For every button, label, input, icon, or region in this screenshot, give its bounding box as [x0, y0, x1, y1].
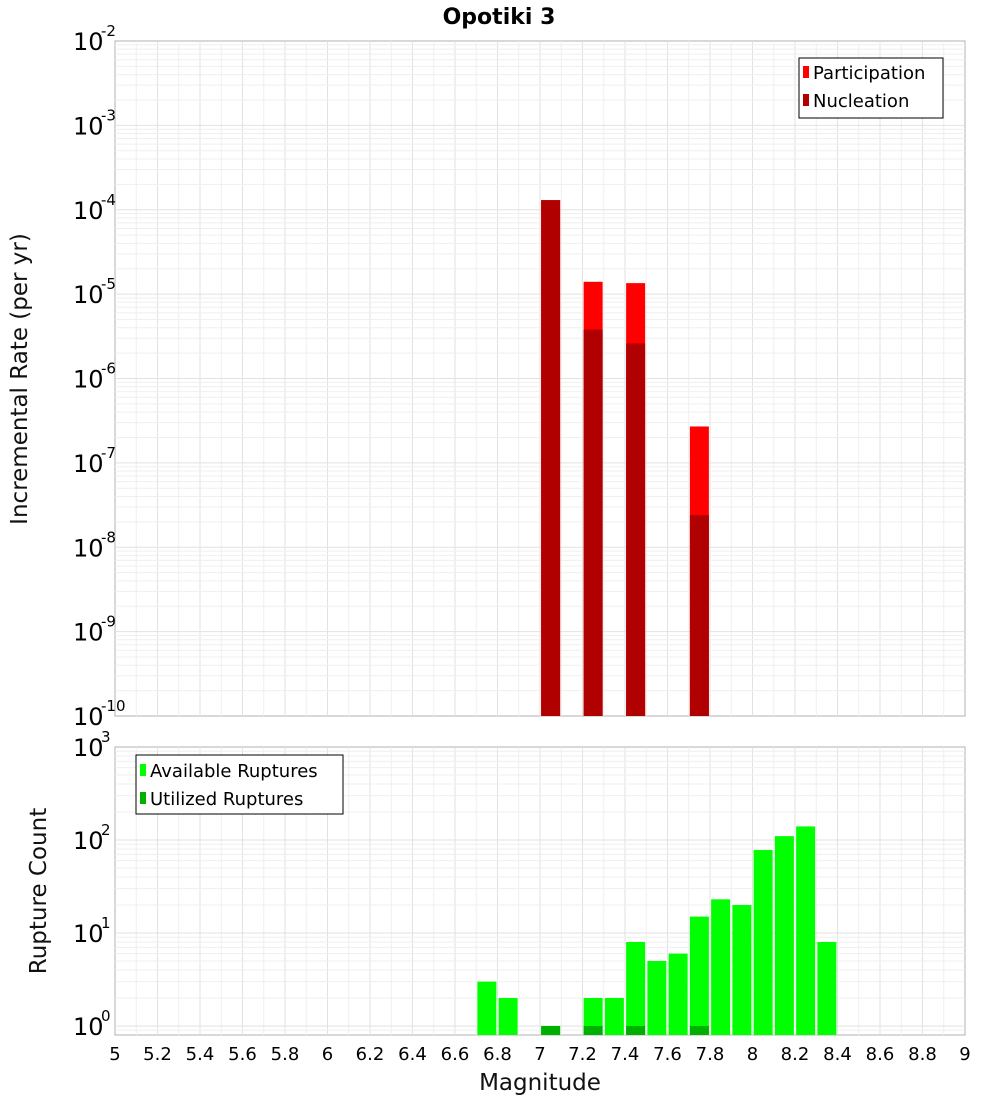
bar-available-ruptures — [711, 899, 731, 1035]
rate-legend: Participation Nucleation — [798, 57, 944, 119]
legend-swatch-participation — [803, 66, 809, 78]
x-tick-label: 6.2 — [356, 1044, 385, 1065]
bar-nucleation — [541, 200, 561, 716]
rate-y-tick-exponent: -10 — [101, 697, 126, 715]
rate-legend-box — [798, 57, 944, 119]
bar-available-ruptures — [477, 981, 497, 1035]
rupture-count-y-tick-label: 10 — [73, 920, 104, 948]
chart-title: Opotiki 3 — [443, 5, 556, 30]
bar-available-ruptures — [732, 904, 752, 1035]
rupture-count-y-tick-label: 10 — [73, 1013, 104, 1041]
rate-y-tick-label: 10 — [73, 366, 104, 394]
rupture-count-grid — [115, 747, 965, 1035]
rate-y-tick-exponent: -9 — [101, 613, 116, 631]
rupture-count-y-tick-exponent: 1 — [101, 914, 111, 932]
rate-y-tick-exponent: -2 — [101, 22, 116, 40]
rate-y-tick-label: 10 — [73, 112, 104, 140]
x-tick-label: 8.2 — [781, 1044, 810, 1065]
rate-y-tick-label: 10 — [73, 619, 104, 647]
rate-y-tick-label: 10 — [73, 450, 104, 478]
rupture-count-y-axis-label: Rupture Count — [26, 808, 52, 974]
rate-y-tick-exponent: -5 — [101, 275, 116, 293]
x-tick-label: 8.6 — [866, 1044, 895, 1065]
legend-label-participation: Participation — [813, 63, 925, 84]
bar-nucleation — [583, 329, 603, 716]
bar-nucleation — [689, 515, 709, 716]
rate-grid — [115, 41, 965, 716]
bar-utilized-ruptures — [689, 1025, 709, 1035]
rupture-count-y-tick-label: 10 — [73, 827, 104, 855]
x-tick-label: 6.4 — [398, 1044, 427, 1065]
x-tick-label: 8 — [747, 1044, 758, 1065]
rate-y-tick-exponent: -7 — [101, 444, 116, 462]
rupture-count-y-tick-exponent: 2 — [101, 821, 111, 839]
x-tick-label: 5.6 — [228, 1044, 257, 1065]
bar-available-ruptures — [583, 997, 603, 1035]
legend-swatch-utilized — [140, 792, 146, 804]
bar-available-ruptures — [753, 850, 773, 1035]
bar-available-ruptures — [604, 997, 624, 1035]
x-tick-label: 5.2 — [143, 1044, 172, 1065]
bar-utilized-ruptures — [541, 1025, 561, 1035]
rupture-count-y-tick-exponent: 3 — [101, 728, 111, 746]
bar-nucleation — [626, 343, 646, 716]
x-tick-label: 7.2 — [568, 1044, 597, 1065]
bar-available-ruptures — [626, 942, 646, 1035]
x-tick-label: 7.8 — [696, 1044, 725, 1065]
rupture-count-legend: Available Ruptures Utilized Ruptures — [135, 754, 344, 815]
legend-label-nucleation: Nucleation — [813, 91, 909, 112]
x-tick-label: 6 — [322, 1044, 333, 1065]
bar-available-ruptures — [689, 916, 709, 1035]
bar-utilized-ruptures — [626, 1025, 646, 1035]
x-tick-label: 6.8 — [483, 1044, 512, 1065]
rate-y-tick-label: 10 — [73, 534, 104, 562]
x-tick-label: 8.4 — [823, 1044, 852, 1065]
rate-y-tick-label: 10 — [73, 703, 104, 731]
x-tick-label: 5.4 — [186, 1044, 215, 1065]
rupture-count-legend-box — [135, 754, 344, 815]
legend-label-available: Available Ruptures — [150, 761, 318, 782]
x-tick-label: 7.6 — [653, 1044, 682, 1065]
bar-available-ruptures — [647, 960, 667, 1035]
bar-available-ruptures — [796, 826, 816, 1035]
x-tick-label: 7 — [534, 1044, 545, 1065]
rate-bars — [541, 200, 709, 716]
rate-y-tick-exponent: -6 — [101, 360, 116, 378]
rate-y-tick-exponent: -4 — [101, 191, 116, 209]
rupture-count-y-tick-label: 10 — [73, 734, 104, 762]
bar-available-ruptures — [774, 836, 794, 1035]
x-tick-label: 7.4 — [611, 1044, 640, 1065]
bar-available-ruptures — [817, 942, 837, 1035]
bar-utilized-ruptures — [583, 1025, 603, 1035]
rupture-count-y-tick-exponent: 0 — [101, 1007, 111, 1025]
x-tick-label: 5 — [109, 1044, 120, 1065]
x-tick-label: 8.8 — [908, 1044, 937, 1065]
rupture-count-bars — [477, 826, 837, 1035]
x-axis-label: Magnitude — [479, 1070, 601, 1096]
legend-swatch-available — [140, 764, 146, 776]
rate-y-tick-exponent: -3 — [101, 106, 116, 124]
bar-available-ruptures — [668, 953, 688, 1035]
rate-y-tick-label: 10 — [73, 28, 104, 56]
legend-swatch-nucleation — [803, 94, 809, 106]
x-tick-label: 9 — [959, 1044, 970, 1065]
rate-y-tick-label: 10 — [73, 281, 104, 309]
rate-y-tick-exponent: -8 — [101, 528, 116, 546]
rate-y-axis-label: Incremental Rate (per yr) — [7, 233, 33, 525]
bar-available-ruptures — [498, 997, 518, 1035]
x-tick-label: 6.6 — [441, 1044, 470, 1065]
x-tick-label: 5.8 — [271, 1044, 300, 1065]
rate-y-tick-label: 10 — [73, 197, 104, 225]
legend-label-utilized: Utilized Ruptures — [150, 789, 303, 810]
magnitude-x-ticks: 5 5.2 5.4 5.6 5.8 6 6.2 6.4 6.6 6.8 7 7.2 7.4 7.6 7.8 8… — [109, 1044, 970, 1065]
